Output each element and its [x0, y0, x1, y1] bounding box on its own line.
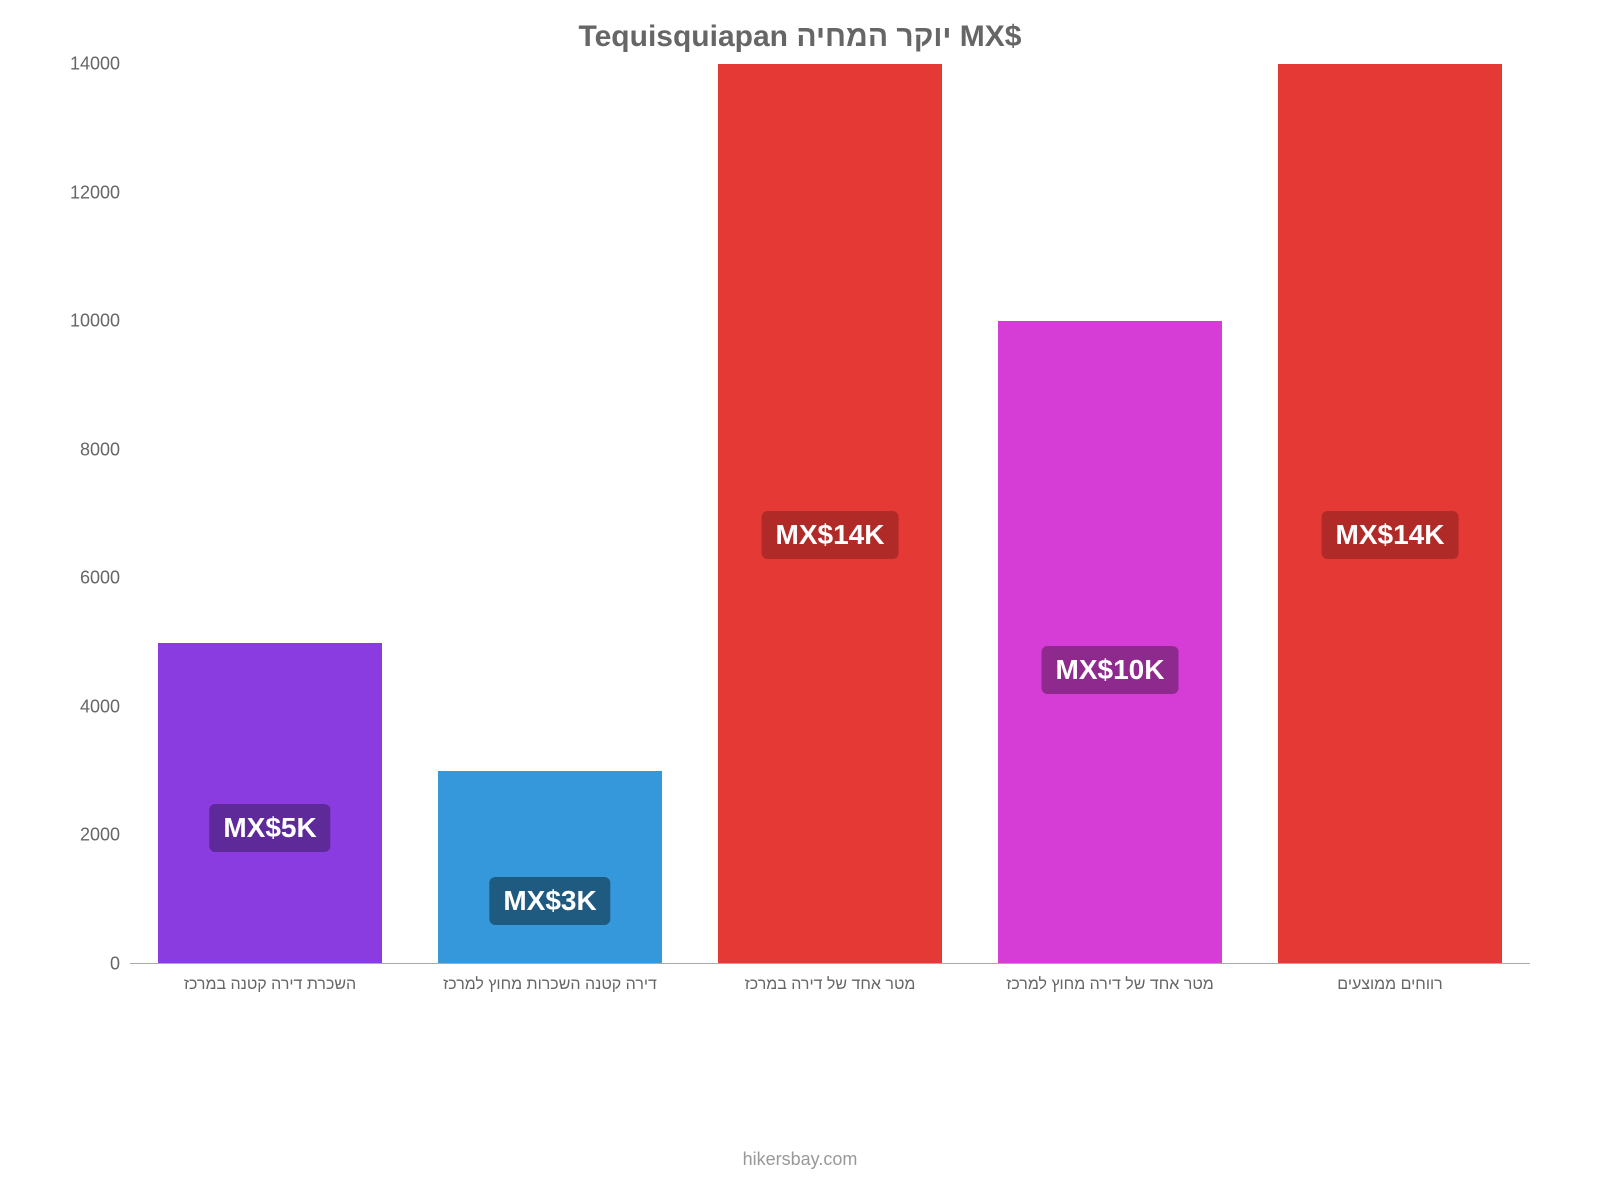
bar-slot: MX$5K: [130, 64, 410, 964]
y-tick: 6000: [50, 568, 120, 589]
x-baseline: [130, 963, 1530, 964]
x-category-label: מטר אחד של דירה במרכז: [690, 976, 970, 994]
bar-value-label: MX$5K: [209, 804, 330, 852]
y-tick: 2000: [50, 825, 120, 846]
y-tick: 0: [50, 954, 120, 975]
x-axis: השכרת דירה קטנה במרכזדירה קטנה השכרות מח…: [130, 976, 1530, 994]
bar-slot: MX$14K: [1250, 64, 1530, 964]
bar: MX$3K: [438, 771, 662, 964]
bar: MX$5K: [158, 643, 382, 964]
y-tick: 8000: [50, 439, 120, 460]
y-tick: 12000: [50, 182, 120, 203]
y-axis: 02000400060008000100001200014000: [50, 64, 120, 964]
y-tick: 10000: [50, 311, 120, 332]
bar-value-label: MX$3K: [489, 877, 610, 925]
bar: MX$10K: [998, 321, 1222, 964]
cost-of-living-chart: Tequisquiapan יוקר המחיה MX$ 02000400060…: [50, 20, 1550, 1120]
bar: MX$14K: [718, 64, 942, 964]
x-category-label: השכרת דירה קטנה במרכז: [130, 976, 410, 994]
bar-value-label: MX$14K: [1322, 511, 1459, 559]
bar-value-label: MX$10K: [1042, 646, 1179, 694]
y-tick: 4000: [50, 696, 120, 717]
bar: MX$14K: [1278, 64, 1502, 964]
x-category-label: מטר אחד של דירה מחוץ למרכז: [970, 976, 1250, 994]
bar-slot: MX$3K: [410, 64, 690, 964]
bars-container: MX$5K MX$3K MX$14K MX$10K MX$14K: [130, 64, 1530, 964]
bar-slot: MX$10K: [970, 64, 1250, 964]
x-category-label: רווחים ממוצעים: [1250, 976, 1530, 994]
bar-slot: MX$14K: [690, 64, 970, 964]
bar-value-label: MX$14K: [762, 511, 899, 559]
plot-area: 02000400060008000100001200014000 MX$5KMX…: [130, 64, 1530, 964]
chart-title: Tequisquiapan יוקר המחיה MX$: [50, 20, 1550, 54]
chart-footer: hikersbay.com: [0, 1149, 1600, 1170]
y-tick: 14000: [50, 54, 120, 75]
x-category-label: דירה קטנה השכרות מחוץ למרכז: [410, 976, 690, 994]
